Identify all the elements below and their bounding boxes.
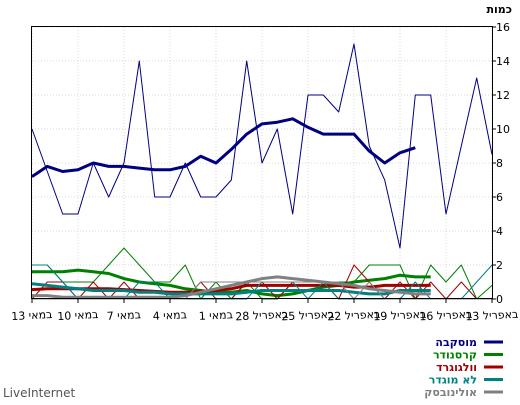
x-tick-label: 7 במאי <box>106 308 141 323</box>
series-average-line <box>32 268 431 298</box>
x-tick-label: 22 באפריל <box>327 308 381 324</box>
y-tick-label: 8 <box>496 157 503 170</box>
y-axis-ticks: 0 2 4 6 8 10 12 14 16 <box>492 21 510 306</box>
legend-label: קרסנודר <box>433 349 477 362</box>
y-tick-label: 2 <box>496 259 503 272</box>
series-average-line <box>31 282 431 296</box>
y-tick-label: 14 <box>496 55 510 68</box>
x-tick-label: 16 באפריל <box>419 308 473 324</box>
x-tick-label: 19 באפריל <box>373 308 427 324</box>
x-tick-label: 4 במאי <box>152 308 187 323</box>
legend-label: וולגוגרד <box>436 361 477 374</box>
x-tick-label: 25 באפריל <box>281 308 335 324</box>
x-tick-label: 28 באפריל <box>235 308 289 324</box>
x-tick-label: 10 במאי <box>57 308 99 323</box>
y-tick-label: 10 <box>496 123 510 136</box>
y-tick-label: 4 <box>496 225 503 238</box>
y-tick-label: 16 <box>496 21 510 34</box>
series-line <box>31 43 493 249</box>
x-axis-ticks: 13 במאי 10 במאי 7 במאי 4 במאי 1 במאי 28 באפרי… <box>11 299 519 323</box>
y-axis-title: כמות <box>487 3 512 16</box>
x-tick-label: 13 באפריל <box>465 308 519 324</box>
series-average-line <box>32 275 431 299</box>
legend-label: אולינובסק <box>424 386 477 399</box>
legend-label: מוסקבה <box>435 336 477 349</box>
x-tick-label: 1 במאי <box>198 308 233 323</box>
y-tick-label: 6 <box>496 191 503 204</box>
series-average-line <box>31 117 416 178</box>
legend-label: לא מוגדר <box>429 374 477 387</box>
y-tick-label: 12 <box>496 89 510 102</box>
x-tick-label: 13 במאי <box>11 308 53 323</box>
brand-label: LiveInternet <box>3 386 76 400</box>
y-tick-label: 0 <box>496 293 503 306</box>
